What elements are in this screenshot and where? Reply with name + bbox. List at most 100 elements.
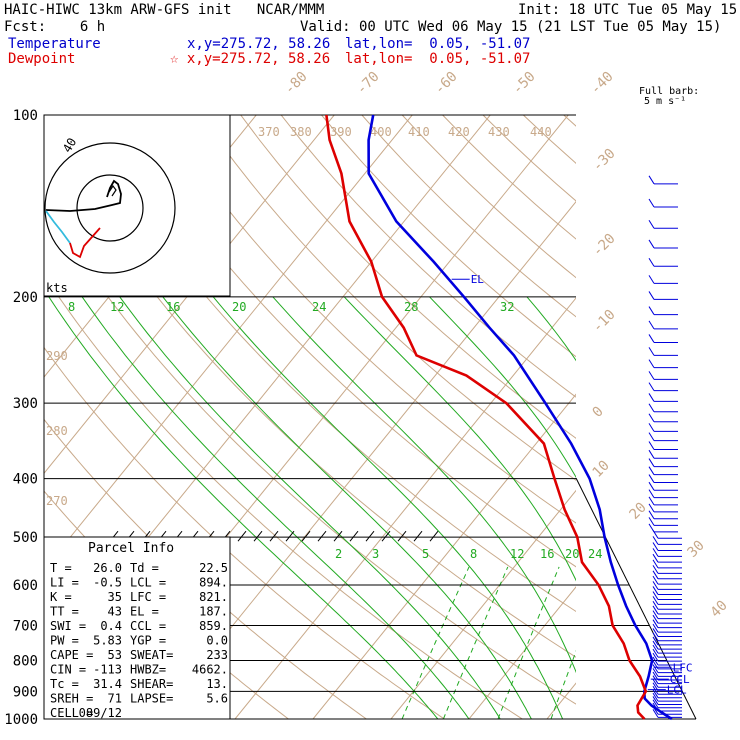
temperature-label: -60 xyxy=(432,69,461,98)
isotherm-line xyxy=(312,393,576,719)
temperature-label: Temperature xyxy=(8,36,101,52)
moist-adiabat-label: 16 xyxy=(166,300,180,314)
hodograph-ring-label: 40 xyxy=(60,135,79,155)
isotherm-line xyxy=(703,115,740,719)
dry-adiabat-line xyxy=(44,200,576,705)
wind-barb-flag xyxy=(652,605,659,615)
wind-barb-flag xyxy=(652,581,659,590)
theta-label: 370 xyxy=(258,125,280,139)
parcel-field-label: SWI = xyxy=(50,619,86,633)
parcel-field-value: 4662. xyxy=(192,663,228,677)
wind-barb-flag xyxy=(652,586,659,595)
wind-barb-flag xyxy=(648,393,655,402)
dry-adiabat-line xyxy=(685,115,740,719)
wind-barb-flag xyxy=(648,371,655,380)
pressure-label: 1000 xyxy=(4,712,38,728)
dewpoint-line xyxy=(325,114,648,720)
parcel-field-label: T = xyxy=(50,561,72,575)
parcel-info-box: Parcel Info T = 26.0 Td = 22.5 LI = -0.5 LCL =… xyxy=(43,536,231,720)
wind-barb-flag xyxy=(652,652,659,662)
wind-barb-flag xyxy=(652,660,659,670)
parcel-field-value: 859. xyxy=(199,619,228,633)
dry-adiabat-line xyxy=(280,115,576,398)
wind-barb-flag xyxy=(648,458,655,467)
temperature-label: 20 xyxy=(627,500,650,523)
temperature-label: -40 xyxy=(588,69,617,98)
hodograph-trace xyxy=(45,179,122,212)
level-label-lfc: LFC xyxy=(673,661,693,674)
mixing-ratio-label: 3 xyxy=(372,547,379,561)
wind-barb-flag xyxy=(652,610,659,619)
wind-barb-flag xyxy=(652,559,659,569)
isotherm-line xyxy=(625,115,740,719)
parcel-info-frame xyxy=(43,536,231,720)
wind-barb-flag xyxy=(652,619,659,628)
tick-mark xyxy=(381,530,391,542)
pressure-label: 200 xyxy=(13,290,38,306)
tick-mark xyxy=(365,530,375,542)
parcel-field-value: 31.4 xyxy=(93,677,122,691)
hodograph-red-segment xyxy=(69,227,101,259)
moist-adiabat-label: 20 xyxy=(232,300,246,314)
parcel-field-value: 53 xyxy=(108,648,122,662)
mixing-ratio-labels: 8 12 16 20 24 28 32 2 3 5 8 12 16 20 24 xyxy=(68,300,602,561)
dewpoint-xy: ☆ x,y=275.72, 58.26 xyxy=(170,51,331,67)
wind-barb-flag xyxy=(648,481,655,491)
wind-barb-flag xyxy=(652,702,659,712)
theta-label: 380 xyxy=(290,125,312,139)
wind-barb-flag xyxy=(652,705,659,715)
parcel-field-label: YGP = xyxy=(130,634,166,648)
wind-barb-flag xyxy=(652,644,659,654)
isotherm-line xyxy=(44,115,335,475)
mixing-ratio-line xyxy=(401,566,470,719)
parcel-field-label: CCL = xyxy=(130,619,166,633)
dry-adiabat-line xyxy=(725,115,740,719)
wind-barb-flag xyxy=(652,529,659,539)
parcel-field-value: 5.83 xyxy=(93,634,122,648)
hodograph-low-level xyxy=(45,210,71,244)
wind-barb-flag xyxy=(652,565,659,574)
pressure-label: 500 xyxy=(13,530,38,546)
wind-barb-flag xyxy=(648,275,655,284)
isotherm-line xyxy=(546,682,576,719)
wind-barb-flag xyxy=(648,334,655,343)
parcel-field-label: Tc = xyxy=(50,677,79,691)
mixing-ratio-label: 8 xyxy=(470,547,477,561)
isotherm-line xyxy=(44,115,413,571)
dewpoint-latlon: lat,lon= 0.05, -51.07 xyxy=(345,51,531,67)
tick-mark xyxy=(349,530,359,542)
isotherm-line xyxy=(390,489,576,719)
wind-barb-flag xyxy=(648,239,655,249)
dry-adiabat-line xyxy=(44,123,576,658)
moist-adiabat-label: 24 xyxy=(312,300,326,314)
parcel-info-title: Parcel Info xyxy=(88,541,174,556)
wind-barb-flag xyxy=(652,628,659,637)
wind-barb-flag xyxy=(652,632,659,641)
mixing-ratio-line xyxy=(685,567,734,719)
tick-mark xyxy=(285,530,295,542)
wind-barb-flag xyxy=(648,432,655,441)
parcel-field-value: 13. xyxy=(206,677,228,691)
temperature-label: 0 xyxy=(590,404,607,421)
dry-adiabat-line xyxy=(604,115,740,719)
header-init-time: Init: 18 UTC Tue 05 May 15 xyxy=(518,2,738,18)
moist-adiabat-label: 12 xyxy=(110,300,124,314)
wind-barb-flag xyxy=(652,596,659,605)
wind-barb-flag xyxy=(652,696,659,705)
dry-adiabat-line xyxy=(119,115,576,568)
wind-barb-flag xyxy=(652,600,659,610)
dry-adiabat-line xyxy=(401,115,576,279)
moist-adiabat-label: 32 xyxy=(500,300,514,314)
wind-barb-flag xyxy=(652,648,659,658)
wind-barb-flag xyxy=(652,636,659,646)
wind-barb-flag xyxy=(652,675,659,684)
mixing-ratio-label: 24 xyxy=(588,547,602,561)
wind-barb-flag xyxy=(652,553,659,563)
parcel-field-label: CELL = xyxy=(50,706,93,720)
dry-adiabat-line xyxy=(645,115,740,719)
parcel-field-value: 0.4 xyxy=(100,619,122,633)
pressure-label: 700 xyxy=(13,618,38,634)
hodograph-box xyxy=(43,114,231,297)
wind-barb-flag xyxy=(652,678,659,688)
temperature-label: -50 xyxy=(510,69,539,98)
